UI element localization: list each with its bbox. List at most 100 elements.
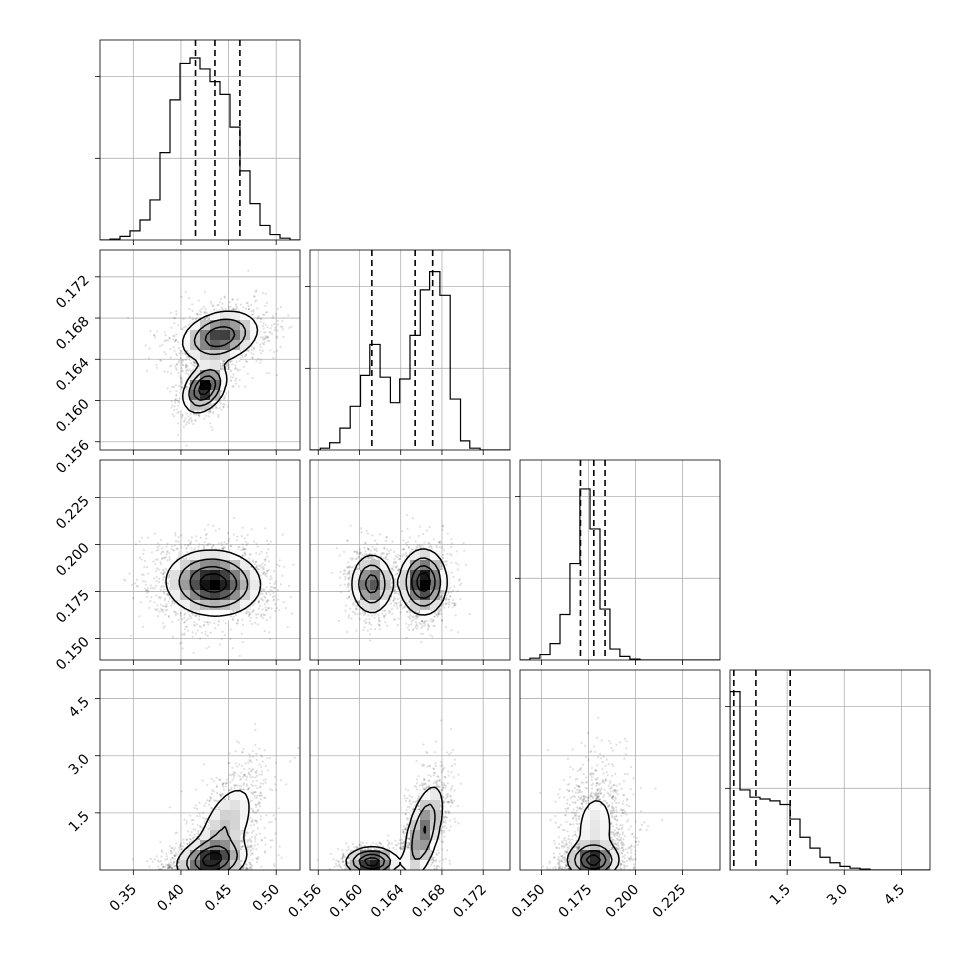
scatter-point xyxy=(153,532,156,535)
scatter-point xyxy=(187,369,190,372)
scatter-point xyxy=(202,546,205,550)
density-cell xyxy=(200,380,211,391)
scatter-point xyxy=(418,622,421,625)
scatter-point xyxy=(242,548,245,551)
scatter-point xyxy=(166,583,169,586)
scatter-point xyxy=(265,336,268,340)
scatter-point xyxy=(185,444,188,447)
scatter-point xyxy=(178,553,181,556)
scatter-point xyxy=(197,413,200,417)
scatter-point xyxy=(259,564,262,567)
scatter-point xyxy=(162,576,165,579)
scatter-point xyxy=(219,402,222,405)
scatter-point xyxy=(390,567,393,570)
scatter-point xyxy=(174,612,177,615)
scatter-point xyxy=(180,380,183,383)
scatter-point xyxy=(263,558,266,561)
scatter-point xyxy=(155,366,158,369)
scatter-point xyxy=(175,367,178,370)
scatter-point xyxy=(186,368,189,371)
scatter-point xyxy=(170,604,173,607)
scatter-point xyxy=(222,406,225,409)
scatter-point xyxy=(234,377,238,380)
scatter-point xyxy=(177,410,180,413)
scatter-point xyxy=(263,313,266,316)
scatter-point xyxy=(193,620,196,624)
scatter-point xyxy=(344,609,347,613)
scatter-point xyxy=(277,598,280,601)
scatter-point xyxy=(245,612,248,615)
scatter-point xyxy=(165,608,169,611)
y-tick-label: 0.200 xyxy=(53,540,93,580)
scatter-point xyxy=(161,556,164,559)
scatter-point xyxy=(206,543,209,546)
scatter-point xyxy=(243,552,246,555)
scatter-point xyxy=(246,542,249,545)
scatter-point xyxy=(217,415,220,418)
scatter-point xyxy=(260,615,263,618)
scatter-point xyxy=(241,554,244,557)
scatter-point xyxy=(179,375,182,378)
scatter-point xyxy=(255,359,258,362)
scatter-point xyxy=(272,591,275,594)
density-cell xyxy=(250,330,261,341)
scatter-point xyxy=(202,624,205,627)
scatter-point xyxy=(174,338,178,341)
scatter-point xyxy=(179,377,182,380)
scatter-point xyxy=(273,586,276,589)
scatter-point xyxy=(209,543,212,546)
scatter-point xyxy=(245,548,248,551)
scatter-point xyxy=(261,599,264,602)
scatter-point xyxy=(269,349,272,352)
scatter-point xyxy=(238,379,241,382)
scatter-point xyxy=(199,313,202,316)
scatter-point xyxy=(146,591,149,594)
density-cell xyxy=(210,320,221,331)
scatter-point xyxy=(276,323,280,326)
scatter-point xyxy=(392,562,395,565)
scatter-point xyxy=(257,316,260,319)
scatter-point xyxy=(185,421,188,424)
scatter-point xyxy=(161,558,164,561)
scatter-point xyxy=(190,420,193,423)
scatter-point xyxy=(198,415,201,418)
scatter-point xyxy=(288,326,291,329)
scatter-point xyxy=(359,551,363,555)
scatter-point xyxy=(227,306,230,309)
y-tick-label: 0.168 xyxy=(53,314,93,354)
scatter-point xyxy=(192,651,195,654)
scatter-point xyxy=(182,425,185,428)
scatter-point xyxy=(157,568,160,571)
scatter-point xyxy=(421,620,424,623)
scatter-point xyxy=(226,368,229,371)
scatter-point xyxy=(151,587,155,590)
density-cell xyxy=(220,320,231,331)
scatter-point xyxy=(190,536,193,539)
scatter-point xyxy=(261,342,264,345)
contour-level-0 xyxy=(181,310,259,414)
contours xyxy=(181,310,259,414)
scatter-point xyxy=(181,363,184,366)
density-cell xyxy=(210,390,221,401)
scatter-point xyxy=(215,407,218,410)
scatter-point xyxy=(432,624,435,627)
scatter-point xyxy=(171,413,174,416)
histogram-1 xyxy=(310,271,510,450)
scatter-point xyxy=(191,631,194,634)
density-cell xyxy=(190,580,201,591)
scatter-point xyxy=(166,387,169,390)
scatter-point xyxy=(189,543,192,546)
scatter-point xyxy=(183,628,187,631)
scatter-point xyxy=(234,307,238,311)
scatter-point xyxy=(347,582,350,585)
density-cell xyxy=(250,580,261,591)
scatter-point xyxy=(438,546,442,549)
panel-1-1 xyxy=(305,249,511,455)
scatter-point xyxy=(135,578,139,581)
scatter-point xyxy=(159,588,162,592)
scatter-point xyxy=(240,632,243,635)
density-cell xyxy=(250,570,261,581)
scatter-point xyxy=(383,614,386,618)
density-cell xyxy=(230,350,241,361)
